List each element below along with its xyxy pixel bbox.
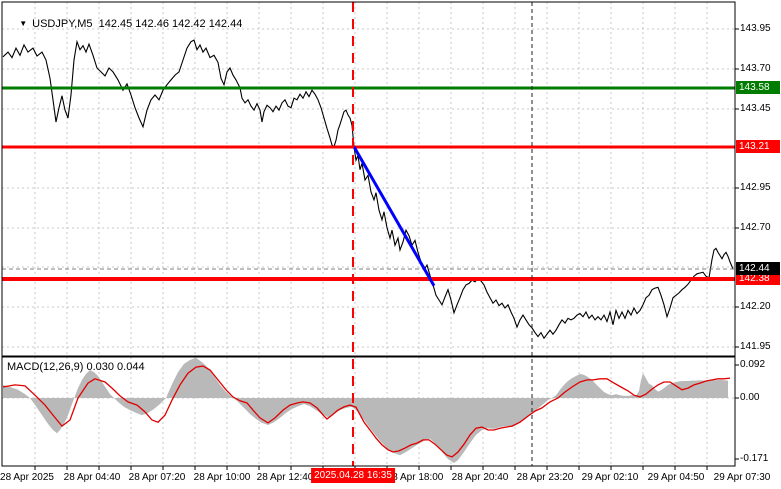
time-axis-label: 28 Apr 2025	[0, 472, 54, 483]
chart-title: ▼ USDJPY,M5 142.45 142.46 142.42 142.44	[7, 6, 242, 42]
time-axis-label: 28 Apr 07:20	[128, 472, 186, 483]
macd-panel-border	[1, 356, 736, 467]
time-axis-label: 28 Apr 12:40	[256, 472, 314, 483]
macd-axis-label: 0.092	[740, 359, 766, 371]
macd-axis-label: -0.171	[740, 452, 769, 464]
trend-line[interactable]	[352, 145, 436, 287]
symbol-dropdown-icon[interactable]: ▼	[19, 19, 28, 28]
time-axis-label: 28 Apr 10:00	[193, 472, 251, 483]
price-axis-label: 142.70	[740, 221, 771, 233]
price-panel-border	[1, 1, 736, 357]
chart-title-text: USDJPY,M5 142.45 142.46 142.42 142.44	[32, 18, 243, 30]
macd-axis-label: 0.00	[740, 392, 760, 403]
macd-signal-line[interactable]	[2, 365, 731, 458]
level-price-label: 142.44	[736, 262, 780, 276]
price-axis-label: 142.95	[740, 181, 771, 193]
time-axis-label: 29 Apr 04:50	[647, 472, 705, 483]
time-axis-label: 28 Apr 20:40	[451, 472, 509, 483]
price-axis-label: 143.95	[740, 23, 771, 35]
time-axis-label: 28 Apr 23:20	[516, 472, 574, 483]
time-axis-label: 28 Apr 04:40	[63, 472, 121, 483]
level-price-label: 143.58	[736, 80, 780, 94]
price-axis-label: 143.70	[740, 62, 771, 74]
macd-indicator-label: MACD(12,26,9) 0.030 0.044	[7, 361, 145, 373]
time-axis-label: 29 Apr 02:10	[581, 472, 639, 483]
price-line-series[interactable]	[2, 39, 734, 340]
price-axis-label: 143.45	[740, 102, 771, 114]
price-axis-label: 142.20	[740, 301, 771, 313]
price-axis-label: 141.95	[740, 340, 771, 352]
macd-histogram[interactable]	[3, 357, 728, 463]
time-marker-label: 2025.04.28 16:35	[311, 468, 395, 483]
level-price-label: 143.21	[736, 139, 780, 153]
time-axis-label: 28 Apr 18:00	[386, 472, 444, 483]
time-axis-label: 29 Apr 07:30	[713, 472, 771, 483]
